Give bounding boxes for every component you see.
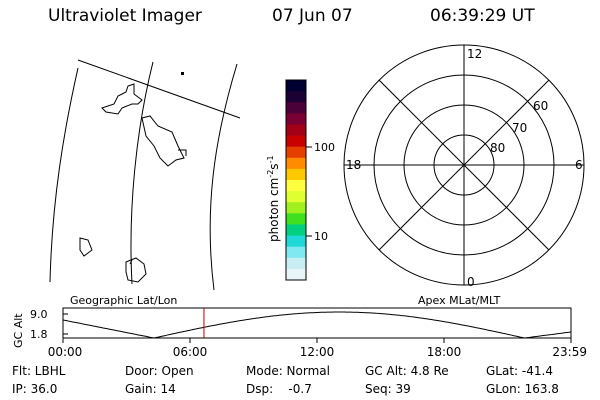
colorbar-band <box>286 246 306 259</box>
map-grid-line <box>130 61 154 285</box>
filter-info: Flt: LBHL <box>12 364 66 378</box>
colorbar-band <box>286 135 306 148</box>
colorbar-band <box>286 157 306 170</box>
dsp-info: Dsp: -0.7 <box>246 382 312 396</box>
mlt-label-18: 18 <box>346 158 361 172</box>
gc-alt-info: GC Alt: 4.8 Re <box>365 364 449 378</box>
mlt-label-0: 0 <box>467 275 475 289</box>
colorbar-band <box>286 180 306 192</box>
colorbar-band <box>286 124 306 137</box>
time-tick-label: 18:00 <box>427 345 462 359</box>
south-island-coast <box>141 115 185 167</box>
colorbar-band <box>286 213 306 225</box>
colorbar-band <box>286 113 306 125</box>
north-island-coast <box>101 83 143 115</box>
polar-plot <box>343 44 585 286</box>
gain-info: Gain: 14 <box>125 382 176 396</box>
time-label: 06:39:29 UT <box>430 6 535 26</box>
glat-info: GLat: -41.4 <box>486 364 553 378</box>
mode-info: Mode: Normal <box>246 364 330 378</box>
colorbar-band <box>286 168 306 181</box>
colorbar-tick-10: 10 <box>314 230 328 243</box>
map-grid-line <box>209 63 238 291</box>
colorbar-band <box>286 202 306 214</box>
time-axis: 00:00 06:00 12:00 18:00 23:59 <box>48 338 587 359</box>
colorbar-band <box>286 146 306 159</box>
colorbar-band <box>286 224 306 237</box>
map-grid-line <box>49 67 79 283</box>
altitude-curve <box>62 311 572 339</box>
colorbar-band <box>286 268 306 281</box>
colorbar-band <box>286 80 306 92</box>
seq-info: Seq: 39 <box>365 382 411 396</box>
colorbar-band <box>286 235 306 248</box>
colorbar-unit-label: photon cm-2s-1 <box>266 155 281 242</box>
colorbar-band <box>286 257 306 270</box>
island-coast <box>79 237 93 257</box>
time-tick-label: 06:00 <box>173 345 208 359</box>
apex-label: Apex MLat/MLT <box>418 294 501 307</box>
time-tick-label: 23:59 <box>552 345 587 359</box>
colorbar-band <box>286 191 306 203</box>
colorbar-frame <box>285 79 307 281</box>
ip-info: IP: 36.0 <box>12 382 58 396</box>
colorbar <box>286 80 306 281</box>
alt-ymax: 9.0 <box>30 308 48 321</box>
polar-diagonal <box>378 79 550 251</box>
alt-ylabel: GC Alt <box>12 313 25 348</box>
map-point <box>181 72 184 75</box>
alt-ymin: 1.8 <box>30 328 48 341</box>
colorbar-tick-100: 100 <box>314 141 335 154</box>
instrument-title: Ultraviolet Imager <box>48 6 202 26</box>
island-coast <box>129 259 133 265</box>
mlt-label-12: 12 <box>467 47 482 61</box>
island-coast <box>125 257 147 283</box>
lat-label-70: 70 <box>512 121 527 135</box>
date-label: 07 Jun 07 <box>272 6 353 26</box>
lat-label-60: 60 <box>533 99 548 113</box>
mlt-label-6: 6 <box>575 158 583 172</box>
geographic-map <box>49 59 241 291</box>
geographic-label: Geographic Lat/Lon <box>70 294 177 307</box>
map-grid-line <box>77 59 241 119</box>
island-coast <box>178 149 187 156</box>
door-info: Door: Open <box>125 364 194 378</box>
lat-label-80: 80 <box>490 141 505 155</box>
time-tick-label: 00:00 <box>48 345 83 359</box>
glon-info: GLon: 163.8 <box>486 382 559 396</box>
time-tick-label: 12:00 <box>300 345 335 359</box>
colorbar-band <box>286 91 306 103</box>
colorbar-band <box>286 102 306 114</box>
